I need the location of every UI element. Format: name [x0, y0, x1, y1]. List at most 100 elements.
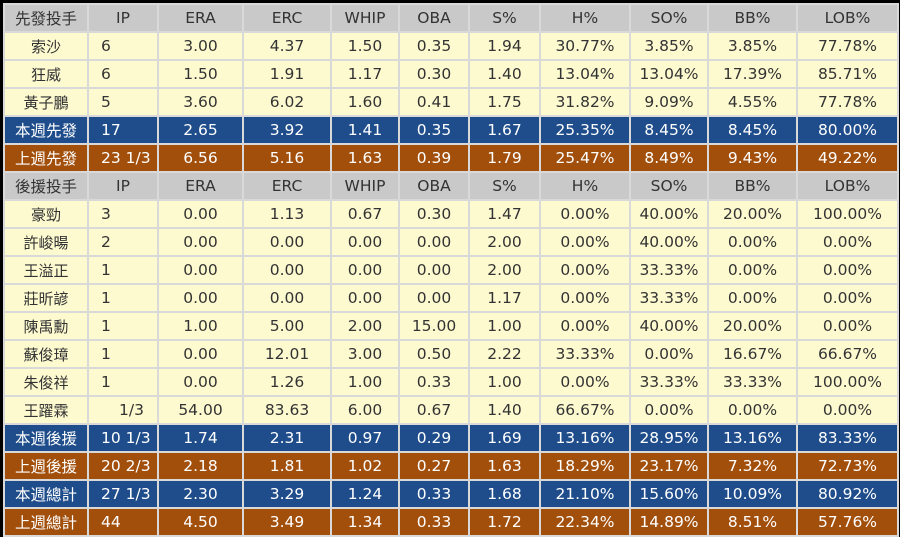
- cell-oba: 0.35: [398, 115, 470, 145]
- cell-oba: 0.33: [398, 507, 470, 537]
- cell-bb-pct: 16.67%: [707, 339, 798, 369]
- header-bb-pct: BB%: [707, 3, 798, 33]
- cell-whip: 0.00: [330, 255, 400, 285]
- cell-name: 本週後援: [3, 423, 89, 453]
- cell-bb-pct: 0.00%: [707, 283, 798, 313]
- cell-erc: 12.01: [242, 339, 332, 369]
- cell-erc: 6.02: [242, 87, 332, 117]
- cell-s-pct: 1.47: [468, 199, 541, 229]
- pitcher-row: 王溢正 1 0.00 0.00 0.00 0.00 2.00 0.00% 33.33% 0.00%…: [3, 255, 899, 285]
- header-bb-pct: BB%: [707, 171, 798, 201]
- pitcher-row: 黃子鵬 5 3.60 6.02 1.60 0.41 1.75 31.82% 9.09% 4.55%…: [3, 87, 899, 117]
- last-week-total-row: 上週總計 44 4.50 3.49 1.34 0.33 1.72 22.34% 14.89% 8.…: [3, 507, 899, 537]
- cell-bb-pct: 0.00%: [707, 227, 798, 257]
- cell-bb-pct: 9.43%: [707, 143, 798, 173]
- cell-lob-pct: 100.00%: [796, 199, 899, 229]
- this-week-total-row: 本週先發 17 2.65 3.92 1.41 0.35 1.67 25.35% 8.45% 8.4…: [3, 115, 899, 145]
- cell-h-pct: 0.00%: [539, 367, 631, 397]
- cell-name: 狂威: [3, 59, 89, 89]
- cell-name: 上週總計: [3, 507, 89, 537]
- cell-s-pct: 1.00: [468, 367, 541, 397]
- pitching-stats-panel: 先發投手 IP ERA ERC WHIP OBA S% H% SO% BB% LOB% 索沙 6 3.00…: [3, 3, 899, 537]
- cell-oba: 0.00: [398, 227, 470, 257]
- cell-bb-pct: 0.00%: [707, 255, 798, 285]
- cell-lob-pct: 83.33%: [796, 423, 899, 453]
- cell-whip: 0.00: [330, 283, 400, 313]
- cell-oba: 0.50: [398, 339, 470, 369]
- header-era: ERA: [157, 3, 244, 33]
- cell-name: 上週先發: [3, 143, 89, 173]
- pitcher-row: 蘇俊璋 1 0.00 12.01 3.00 0.50 2.22 33.33% 0.00% 16.6…: [3, 339, 899, 369]
- cell-erc: 1.91: [242, 59, 332, 89]
- cell-ip: 1/3: [87, 395, 159, 425]
- cell-s-pct: 2.00: [468, 227, 541, 257]
- cell-h-pct: 31.82%: [539, 87, 631, 117]
- cell-bb-pct: 0.00%: [707, 395, 798, 425]
- cell-name: 黃子鵬: [3, 87, 89, 117]
- cell-so-pct: 8.49%: [629, 143, 709, 173]
- header-lob-pct: LOB%: [796, 3, 899, 33]
- cell-so-pct: 3.85%: [629, 31, 709, 61]
- cell-so-pct: 33.33%: [629, 367, 709, 397]
- pitcher-row: 陳禹勳 1 1.00 5.00 2.00 15.00 1.00 0.00% 40.00% 20.0…: [3, 311, 899, 341]
- cell-oba: 0.00: [398, 283, 470, 313]
- cell-ip: 2: [87, 227, 159, 257]
- table-header-row: 先發投手 IP ERA ERC WHIP OBA S% H% SO% BB% LOB%: [3, 3, 899, 33]
- cell-era: 4.50: [157, 507, 244, 537]
- cell-so-pct: 8.45%: [629, 115, 709, 145]
- cell-ip: 1: [87, 255, 159, 285]
- cell-bb-pct: 13.16%: [707, 423, 798, 453]
- cell-so-pct: 40.00%: [629, 311, 709, 341]
- cell-h-pct: 25.47%: [539, 143, 631, 173]
- cell-name: 陳禹勳: [3, 311, 89, 341]
- pitcher-row: 索沙 6 3.00 4.37 1.50 0.35 1.94 30.77% 3.85% 3.85% 7…: [3, 31, 899, 61]
- cell-era: 6.56: [157, 143, 244, 173]
- header-whip: WHIP: [330, 171, 400, 201]
- cell-h-pct: 0.00%: [539, 199, 631, 229]
- header-h-pct: H%: [539, 3, 631, 33]
- cell-era: 1.74: [157, 423, 244, 453]
- cell-so-pct: 40.00%: [629, 227, 709, 257]
- cell-name: 豪勁: [3, 199, 89, 229]
- cell-ip: 1: [87, 283, 159, 313]
- table-header-row: 後援投手 IP ERA ERC WHIP OBA S% H% SO% BB% LOB%: [3, 171, 899, 201]
- cell-name: 索沙: [3, 31, 89, 61]
- cell-era: 0.00: [157, 367, 244, 397]
- cell-oba: 0.29: [398, 423, 470, 453]
- cell-name: 本週先發: [3, 115, 89, 145]
- cell-so-pct: 33.33%: [629, 283, 709, 313]
- cell-name: 許峻暘: [3, 227, 89, 257]
- cell-ip: 6: [87, 59, 159, 89]
- cell-s-pct: 1.63: [468, 451, 541, 481]
- cell-bb-pct: 20.00%: [707, 199, 798, 229]
- header-whip: WHIP: [330, 3, 400, 33]
- cell-bb-pct: 20.00%: [707, 311, 798, 341]
- cell-era: 1.50: [157, 59, 244, 89]
- cell-s-pct: 1.75: [468, 87, 541, 117]
- cell-s-pct: 1.72: [468, 507, 541, 537]
- cell-ip: 3: [87, 199, 159, 229]
- cell-whip: 1.34: [330, 507, 400, 537]
- cell-s-pct: 2.00: [468, 255, 541, 285]
- cell-h-pct: 25.35%: [539, 115, 631, 145]
- cell-bb-pct: 8.45%: [707, 115, 798, 145]
- cell-erc: 5.16: [242, 143, 332, 173]
- pitcher-row: 朱俊祥 1 0.00 1.26 1.00 0.33 1.00 0.00% 33.33% 33.33…: [3, 367, 899, 397]
- header-ip: IP: [87, 3, 159, 33]
- cell-erc: 5.00: [242, 311, 332, 341]
- pitcher-row: 豪勁 3 0.00 1.13 0.67 0.30 1.47 0.00% 40.00% 20.00%…: [3, 199, 899, 229]
- cell-ip: 1: [87, 311, 159, 341]
- header-s-pct: S%: [468, 171, 541, 201]
- cell-lob-pct: 49.22%: [796, 143, 899, 173]
- cell-whip: 1.02: [330, 451, 400, 481]
- cell-whip: 3.00: [330, 339, 400, 369]
- header-so-pct: SO%: [629, 171, 709, 201]
- cell-ip: 20 2/3: [87, 451, 159, 481]
- cell-oba: 0.27: [398, 451, 470, 481]
- cell-s-pct: 1.40: [468, 395, 541, 425]
- cell-name: 王溢正: [3, 255, 89, 285]
- cell-name: 蘇俊璋: [3, 339, 89, 369]
- cell-whip: 6.00: [330, 395, 400, 425]
- cell-h-pct: 13.16%: [539, 423, 631, 453]
- cell-whip: 0.67: [330, 199, 400, 229]
